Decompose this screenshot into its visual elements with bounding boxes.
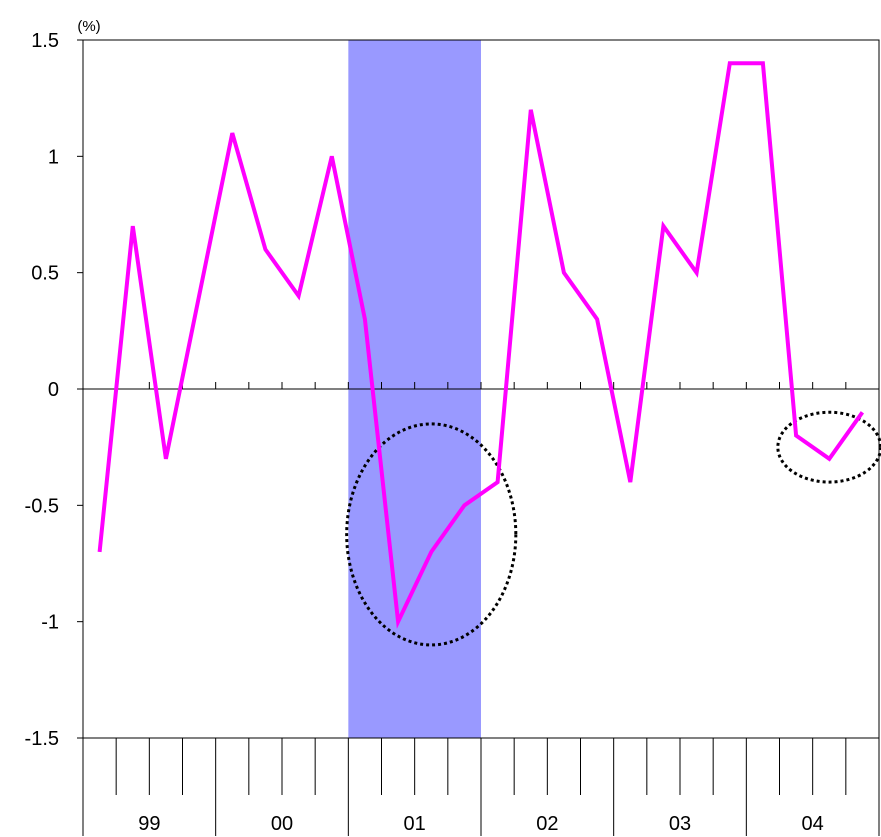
y-tick-label: 1 [48, 146, 59, 168]
category-group-label: 04 [802, 813, 824, 835]
category-group-label: 01 [404, 813, 426, 835]
category-group-label: 03 [669, 813, 691, 835]
category-group-label: 02 [536, 813, 558, 835]
category-group-label: 99 [138, 813, 160, 835]
y-tick-label: -0.5 [25, 495, 59, 517]
y-tick-label: 0 [48, 379, 59, 401]
unit-label: (%) [77, 18, 100, 35]
y-tick-label: 0.5 [31, 263, 59, 285]
y-tick-label: 1.5 [31, 30, 59, 52]
category-group-label: 00 [271, 813, 293, 835]
y-tick-label: -1 [41, 612, 59, 634]
series-line [97, 61, 865, 629]
highlight-ellipse [345, 422, 518, 647]
y-tick-label: -1.5 [25, 728, 59, 750]
